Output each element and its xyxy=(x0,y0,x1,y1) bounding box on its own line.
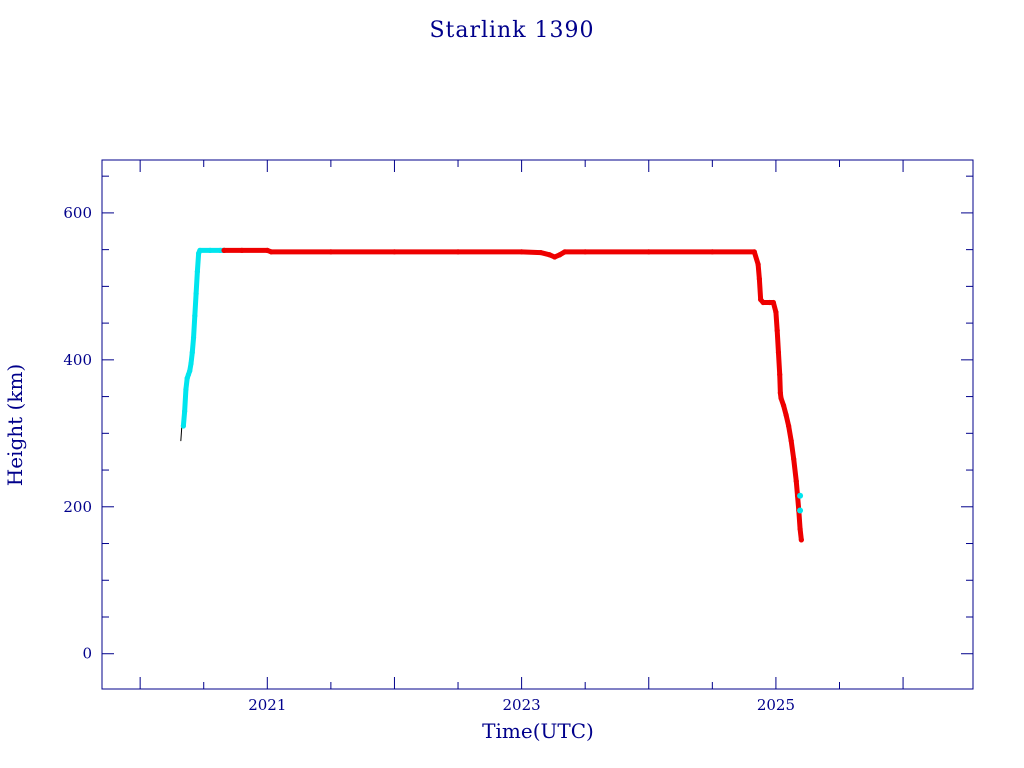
chart-title: Starlink 1390 xyxy=(429,18,594,43)
data-point xyxy=(455,249,461,255)
data-point xyxy=(182,408,188,414)
data-point xyxy=(190,335,197,341)
y-axis-label: Height (km) xyxy=(3,364,27,486)
data-point xyxy=(391,249,398,255)
y-tick-label: 600 xyxy=(63,204,92,222)
data-point xyxy=(798,537,804,543)
data-point xyxy=(180,423,186,429)
data-point xyxy=(775,349,782,356)
y-tick-label: 400 xyxy=(63,351,92,369)
data-point xyxy=(774,327,780,334)
data-point xyxy=(519,249,525,255)
series-line xyxy=(221,247,804,543)
tick-labels: 2021 2023 2025 0 200 400 600 xyxy=(63,204,795,714)
data-point xyxy=(797,492,804,499)
data-point xyxy=(780,402,787,408)
data-point xyxy=(797,507,804,514)
data-point xyxy=(786,423,792,429)
axis-ticks xyxy=(102,160,973,689)
data-point xyxy=(793,478,799,484)
data-point xyxy=(239,247,245,253)
data-point xyxy=(760,299,766,306)
data-point xyxy=(328,249,334,255)
data-point xyxy=(552,254,558,260)
data-point xyxy=(183,386,189,392)
data-point xyxy=(192,313,198,319)
data-point xyxy=(777,390,783,396)
x-axis-label: Time(UTC) xyxy=(482,719,594,743)
data-point xyxy=(268,249,274,255)
data-point xyxy=(646,249,652,255)
plot-frame xyxy=(101,159,974,690)
y-tick-label: 0 xyxy=(82,645,92,663)
x-tick-label: 2025 xyxy=(757,696,795,714)
data-point xyxy=(783,412,789,418)
data-point xyxy=(778,395,784,401)
data-point xyxy=(797,526,803,532)
data-point xyxy=(217,247,223,253)
data-point xyxy=(193,291,199,297)
data-point xyxy=(188,360,194,367)
data-point xyxy=(197,247,203,253)
data-point xyxy=(709,249,715,255)
data-point xyxy=(756,276,762,282)
x-tick-label: 2023 xyxy=(503,696,541,714)
data-point xyxy=(788,438,794,444)
y-tick-label: 200 xyxy=(63,498,92,516)
data-point xyxy=(557,252,563,258)
data-point xyxy=(770,299,776,306)
data-point xyxy=(562,249,568,255)
data-point xyxy=(221,247,227,253)
data-point xyxy=(194,269,200,275)
data-point xyxy=(751,249,757,255)
data-point xyxy=(766,299,773,306)
data-point xyxy=(777,371,783,378)
data-point xyxy=(773,309,779,315)
data-point xyxy=(582,249,588,255)
data-point xyxy=(189,349,195,356)
x-tick-label: 2021 xyxy=(248,696,286,714)
data-point xyxy=(755,261,761,267)
data-point xyxy=(538,249,544,256)
data-point xyxy=(207,247,213,253)
data-point xyxy=(546,252,553,258)
data-layer xyxy=(180,247,804,543)
data-point xyxy=(791,456,797,462)
series-line xyxy=(180,247,227,429)
data-point xyxy=(187,368,193,374)
